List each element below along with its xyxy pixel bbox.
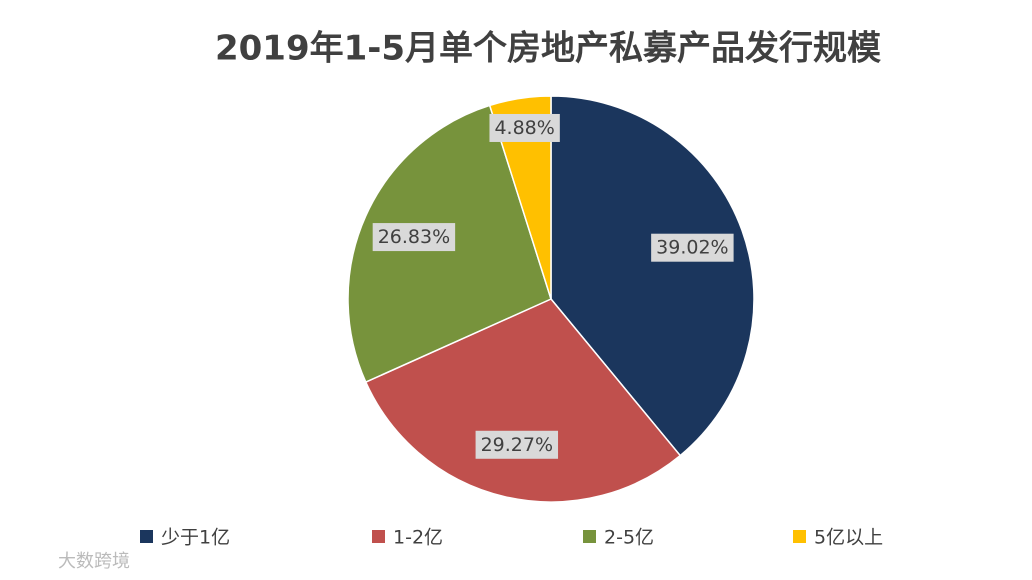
data-label: 39.02% bbox=[656, 237, 728, 259]
data-label: 29.27% bbox=[481, 434, 553, 456]
legend-label: 1-2亿 bbox=[393, 527, 443, 549]
data-label-box bbox=[489, 113, 560, 142]
legend-label: 2-5亿 bbox=[604, 527, 654, 549]
data-label: 26.83% bbox=[378, 226, 450, 248]
data-label: 4.88% bbox=[494, 117, 554, 139]
data-label-box bbox=[372, 223, 456, 252]
data-label-box bbox=[651, 233, 734, 262]
legend-swatch bbox=[372, 530, 385, 543]
legend-swatch bbox=[793, 530, 806, 543]
pie-slice bbox=[550, 95, 755, 457]
legend-swatch bbox=[583, 530, 596, 543]
chart-title: 2019年1-5月单个房地产私募产品发行规模 bbox=[215, 29, 881, 69]
pie-slice bbox=[488, 95, 552, 300]
legend-label: 5亿以上 bbox=[814, 527, 883, 549]
data-label-box bbox=[475, 430, 559, 459]
legend-label: 少于1亿 bbox=[161, 527, 230, 549]
pie-slice bbox=[364, 298, 682, 503]
watermark: 大数跨境 bbox=[58, 551, 130, 572]
legend-swatch bbox=[140, 530, 153, 543]
